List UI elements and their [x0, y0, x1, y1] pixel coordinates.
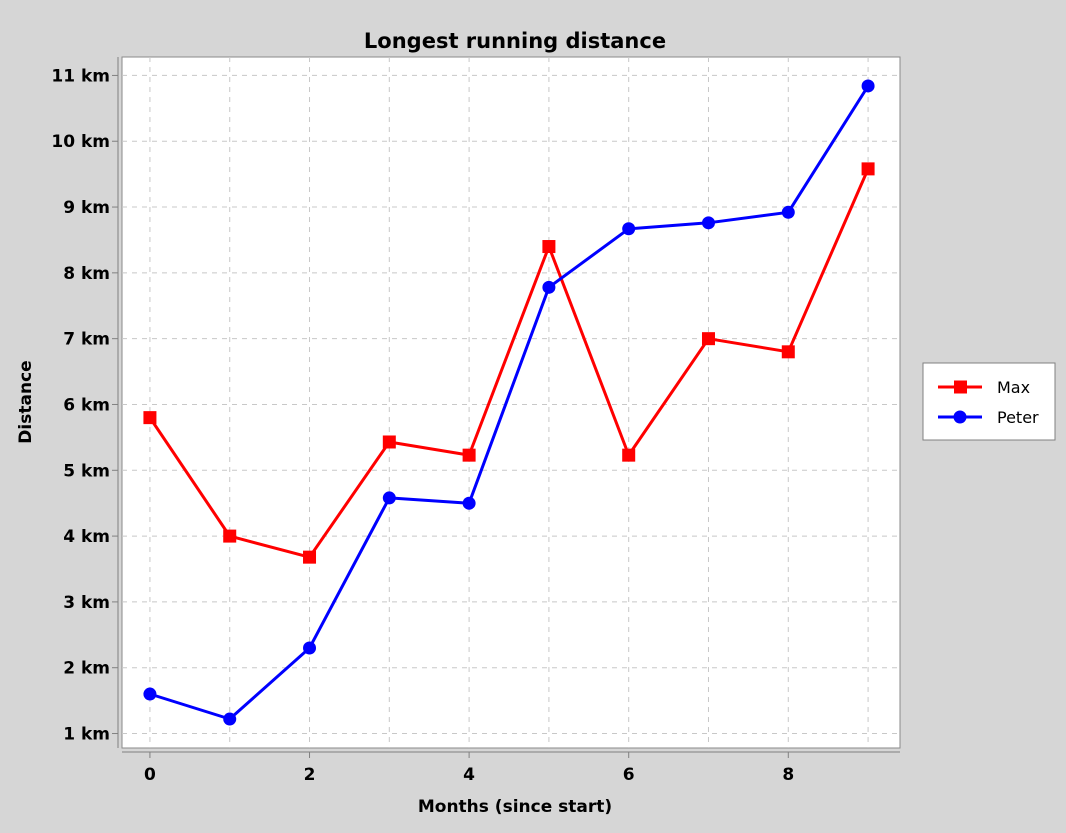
x-tick-label: 8: [782, 765, 794, 785]
data-point-peter: [303, 641, 317, 655]
series-max: [143, 162, 875, 564]
data-point-max: [701, 332, 715, 346]
data-point-max: [622, 448, 636, 462]
data-point-peter: [622, 222, 636, 236]
data-point-peter: [223, 712, 237, 726]
series-line-peter: [149, 85, 870, 721]
plot-area: [121, 56, 901, 749]
data-point-peter: [542, 280, 556, 294]
data-point-max: [303, 550, 317, 564]
data-point-peter: [462, 496, 476, 510]
legend-box: [922, 362, 1056, 441]
legend-marker-peter: [953, 410, 967, 424]
x-ticks: 0 2 4 6 8: [144, 752, 794, 785]
legend-label-peter: Peter: [997, 408, 1039, 427]
y-tick-label: 8 km: [63, 264, 110, 284]
data-point-peter: [701, 216, 715, 230]
legend: Max Peter: [922, 362, 1056, 441]
data-point-max: [143, 411, 157, 425]
data-point-max: [542, 240, 556, 254]
y-tick-label: 3 km: [63, 593, 110, 613]
x-tick-label: 6: [623, 765, 635, 785]
x-axis-label: Months (since start): [418, 797, 612, 817]
y-tick-label: 7 km: [63, 330, 110, 350]
y-tick-label: 10 km: [51, 132, 110, 152]
data-point-max: [223, 529, 237, 543]
y-tick-label: 6 km: [63, 395, 110, 415]
data-point-peter: [861, 79, 875, 93]
data-point-peter: [781, 205, 795, 219]
data-point-max: [861, 162, 875, 176]
legend-marker-max: [954, 380, 967, 394]
data-point-peter: [143, 687, 157, 701]
series-layer: [143, 79, 875, 726]
data-point-peter: [382, 491, 396, 505]
x-tick-label: 4: [463, 765, 475, 785]
y-tick-label: 4 km: [63, 527, 110, 547]
legend-label-max: Max: [997, 378, 1030, 397]
y-tick-label: 11 km: [51, 66, 110, 86]
series-line-max: [148, 168, 870, 559]
series-peter: [143, 79, 875, 726]
y-tick-label: 1 km: [63, 725, 110, 745]
y-ticks: 1 km 2 km 3 km 4 km 5 km 6 km 7 km 8 km 9 km 10 k…: [51, 66, 118, 745]
chart-title: Longest running distance: [364, 29, 666, 53]
y-tick-label: 2 km: [63, 659, 110, 679]
data-point-max: [382, 435, 396, 449]
x-tick-label: 2: [304, 765, 316, 785]
data-point-max: [781, 345, 795, 359]
y-axis-label: Distance: [16, 360, 36, 443]
data-point-max: [462, 448, 476, 462]
y-tick-label: 5 km: [63, 461, 110, 481]
y-tick-label: 9 km: [63, 198, 110, 218]
x-tick-label: 0: [144, 765, 156, 785]
